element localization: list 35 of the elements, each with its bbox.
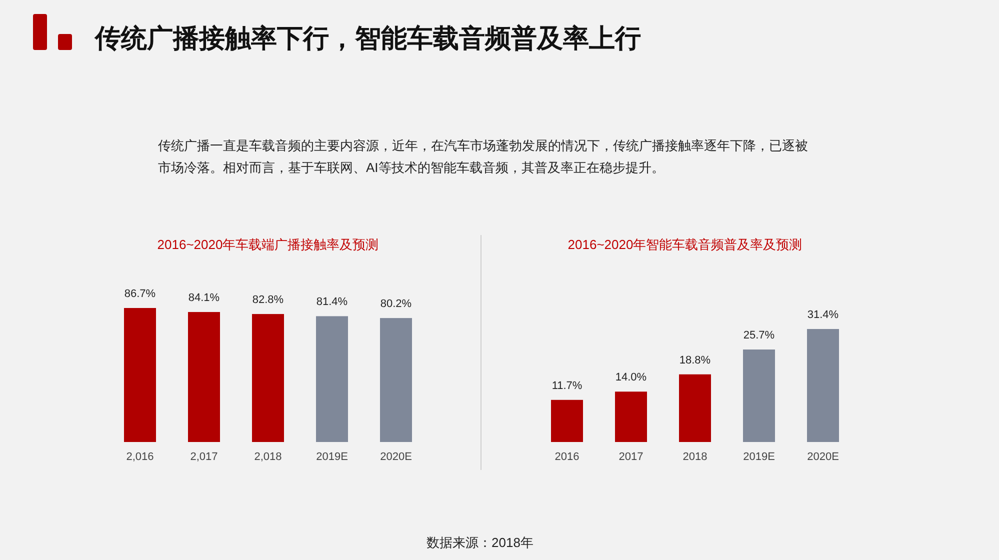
bar	[551, 400, 583, 442]
bar	[124, 308, 156, 442]
chart-title: 2016~2020年智能车载音频普及率及预测	[568, 237, 802, 252]
bar	[743, 350, 775, 442]
x-tick-label: 2020E	[807, 451, 839, 463]
bar	[316, 316, 348, 442]
x-tick-label: 2019E	[743, 451, 775, 463]
data-label: 18.8%	[679, 354, 711, 366]
x-tick-label: 2019E	[316, 451, 348, 463]
data-label: 86.7%	[124, 288, 156, 300]
source-note: 数据来源：2018年	[426, 535, 534, 550]
data-label: 25.7%	[743, 330, 775, 342]
x-tick-label: 2020E	[380, 451, 412, 463]
data-label: 82.8%	[252, 294, 284, 306]
x-tick-label: 2018	[682, 451, 708, 463]
x-tick-label: 2016	[554, 451, 580, 463]
data-label: 31.4%	[807, 309, 839, 321]
x-tick-label: 2017	[618, 451, 644, 463]
data-label: 81.4%	[316, 296, 348, 308]
bar	[252, 314, 284, 442]
bar	[615, 392, 647, 442]
text: 传统广播接触率下行，智能车载音频普及率上行	[94, 23, 641, 53]
bar	[188, 312, 220, 442]
data-label: 80.2%	[380, 298, 412, 310]
chart-title: 2016~2020年车载端广播接触率及预测	[157, 237, 379, 252]
data-label: 84.1%	[188, 292, 220, 304]
x-tick-label: 2,016	[126, 451, 154, 463]
x-tick-label: 2,017	[190, 451, 218, 463]
x-tick-label: 2,018	[254, 451, 282, 463]
bar	[807, 329, 839, 442]
bar	[380, 318, 412, 442]
data-label: 14.0%	[615, 372, 647, 384]
data-label: 11.7%	[552, 380, 582, 392]
bar	[679, 374, 711, 442]
text: 传统广播一直是车载音频的主要内容源，近年，在汽车市场蓬勃发展的情况下，传统广播接触率逐年下降，已逐被市场冷落。相对而言，基于车联网、AI等技术的智能车载音频，其普及率正在稳步提升。	[158, 137, 809, 177]
